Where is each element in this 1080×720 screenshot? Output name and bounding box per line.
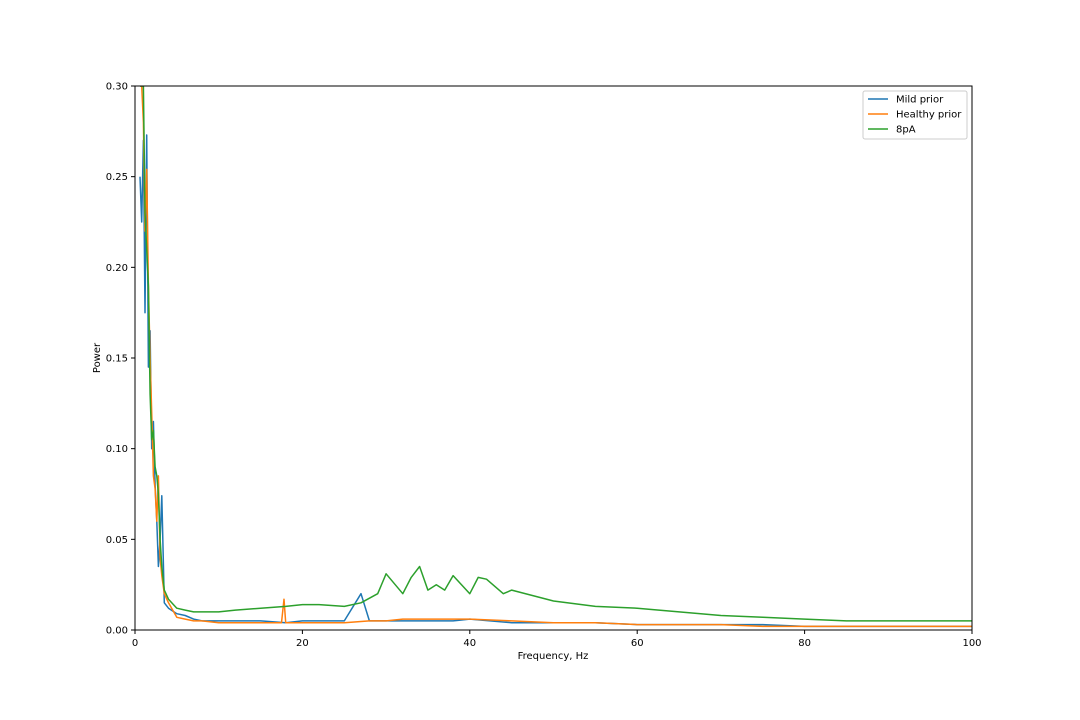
y-tick-label: 0.30 [106, 82, 128, 93]
y-axis: 0.00 0.05 0.10 0.15 0.20 0.25 0.30 [106, 82, 135, 637]
x-tick-label: 0 [132, 638, 138, 649]
y-tick-label: 0.15 [106, 354, 128, 365]
legend-box [862, 90, 968, 140]
legend-label: Mild prior [896, 95, 944, 106]
y-axis-label: Power [92, 342, 103, 373]
legend: Mild prior Healthy prior 8pA [862, 90, 968, 140]
x-tick-label: 40 [463, 638, 476, 649]
x-axis-label: Frequency, Hz [518, 651, 589, 662]
y-tick-label: 0.00 [106, 626, 128, 637]
y-tick-label: 0.05 [106, 535, 128, 546]
series-line-8pa [140, 86, 972, 622]
y-tick-label: 0.25 [106, 172, 128, 183]
x-tick-label: 20 [296, 638, 309, 649]
y-tick-label: 0.10 [106, 444, 128, 455]
y-tick-label: 0.20 [106, 263, 128, 274]
x-axis: 0 20 40 60 80 100 [132, 630, 982, 649]
x-tick-label: 80 [798, 638, 811, 649]
series-line-healthy-prior [140, 86, 972, 628]
legend-label: Healthy prior [896, 110, 962, 121]
legend-label: 8pA [896, 125, 916, 136]
x-tick-label: 60 [631, 638, 644, 649]
series-layer [139, 86, 972, 628]
x-tick-label: 100 [962, 638, 981, 649]
